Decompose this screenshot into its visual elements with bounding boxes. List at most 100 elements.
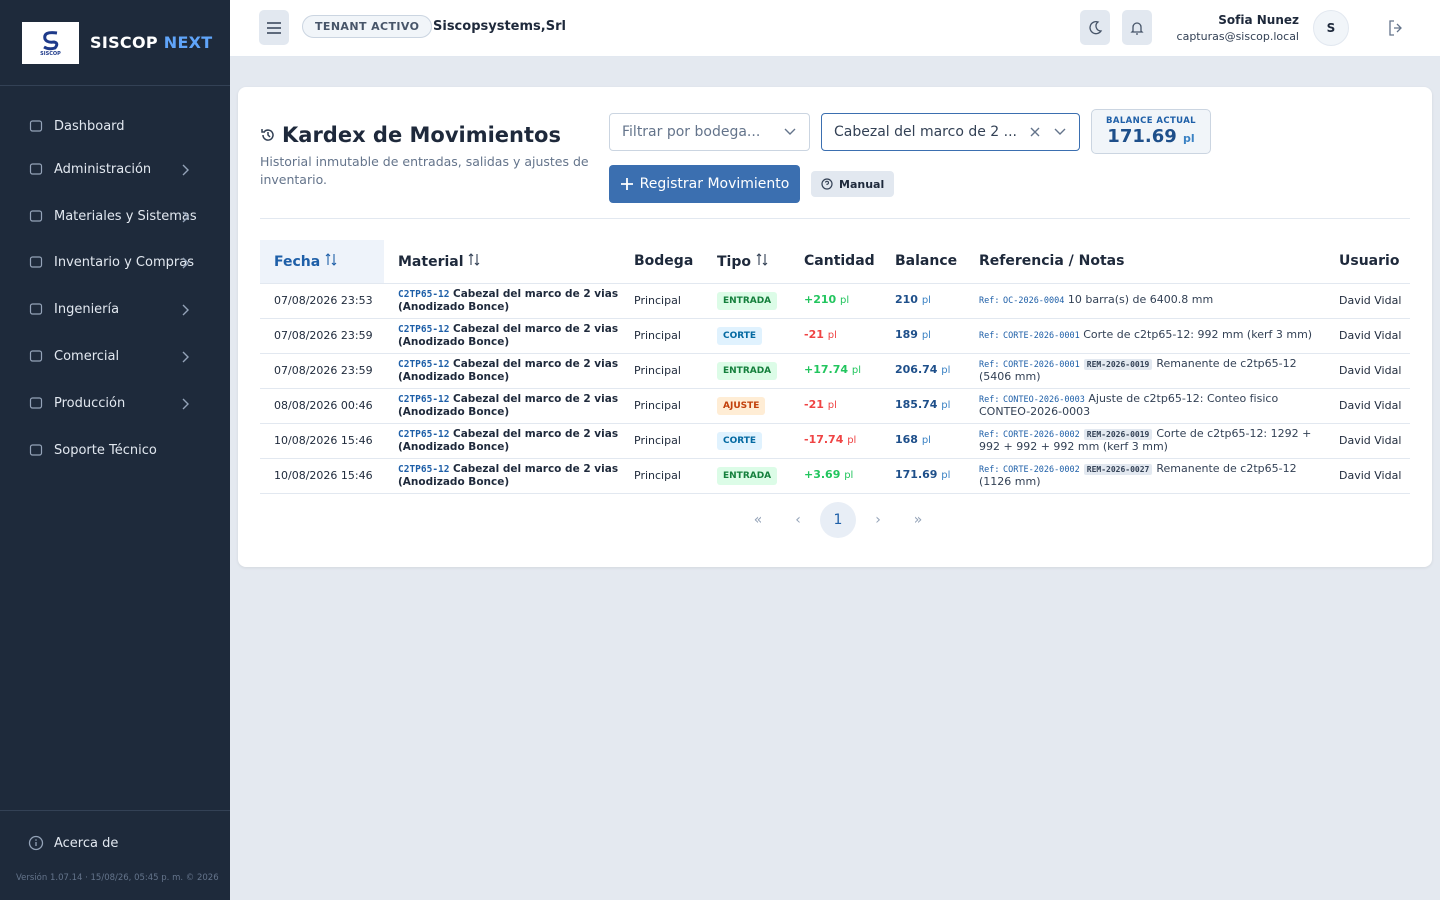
header-label: Fecha (274, 253, 321, 270)
balance-unit: pl (1183, 132, 1195, 145)
material-name: Cabezal del marco de 2 vias (Anodizado B… (398, 323, 619, 348)
nav-item[interactable]: Materiales y Sistemas (28, 208, 203, 224)
tenant-badge: TENANT ACTIVO (302, 15, 433, 38)
user-email: capturas@siscop.local (1176, 30, 1299, 43)
column-header[interactable]: Material (384, 240, 620, 284)
fecha: 07/08/2026 23:53 (260, 283, 384, 319)
column-header: Balance (881, 240, 965, 284)
balance-value: 171.69 pl (1092, 126, 1210, 147)
tipo-badge: AJUSTE (717, 396, 766, 415)
sort-icon (469, 252, 480, 266)
unit: pl (844, 470, 854, 481)
chevron-right (182, 164, 189, 176)
bell-icon (1130, 21, 1144, 35)
nav-icon (29, 163, 43, 175)
current-page[interactable]: 1 (820, 502, 856, 538)
cantidad-value: +210 (804, 293, 837, 306)
nav-icon (29, 303, 43, 315)
balance-value: 206.74 (895, 363, 938, 376)
about-link[interactable]: Acerca de (28, 835, 118, 851)
prev-page[interactable]: ‹ (795, 512, 801, 528)
nav-icon (29, 256, 43, 268)
unit: pl (941, 400, 951, 411)
avatar[interactable]: S (1313, 10, 1349, 46)
logo: SISCOP (22, 21, 79, 64)
nav-item[interactable]: Administración (28, 161, 203, 177)
next-page[interactable]: › (875, 512, 881, 528)
brand[interactable]: SISCOP SISCOP NEXT (0, 0, 230, 86)
material: C2TP65-12 Cabezal del marco de 2 vias (A… (384, 283, 620, 319)
nav-item[interactable]: Producción (28, 395, 203, 411)
nav-item[interactable]: Dashboard (28, 118, 203, 134)
sidebar: SISCOP SISCOP NEXT Dashboard Administraci… (0, 0, 230, 900)
unit: pl (941, 365, 951, 376)
menu-icon (267, 21, 281, 34)
usuario: David Vidal (1325, 283, 1410, 319)
referencia: Ref: CORTE-2026-0002 REM-2026-0027 Remanen… (965, 458, 1325, 494)
chevron-right (182, 398, 189, 410)
notifications-button[interactable] (1122, 10, 1152, 45)
last-page[interactable]: » (913, 512, 923, 528)
tipo: ENTRADA (703, 353, 790, 389)
ref-code: OC-2026-0004 (1002, 296, 1065, 306)
unit: pl (847, 435, 857, 446)
clear-icon[interactable] (1029, 126, 1041, 138)
nav-item[interactable]: Comercial (28, 348, 203, 364)
column-header[interactable]: Tipo (703, 240, 790, 284)
notes: Corte de c2tp65-12: 992 mm (kerf 3 mm) (1083, 328, 1313, 341)
material-code: C2TP65-12 (398, 289, 450, 300)
user-name: Sofia Nunez (1218, 13, 1299, 27)
notes: Ajuste de c2tp65-12: Conteo fisico CONTE… (979, 392, 1279, 418)
ref-prefix: Ref: (979, 296, 1000, 306)
bodega: Principal (620, 388, 703, 424)
nav-icon (29, 350, 43, 362)
register-button[interactable]: Registrar Movimiento (609, 165, 800, 203)
logo-text: SISCOP (40, 50, 61, 57)
about-icon (28, 835, 44, 851)
balance: 206.74 pl (881, 353, 965, 389)
bodega: Principal (620, 353, 703, 389)
separator (260, 218, 1410, 219)
tipo-badge: CORTE (717, 326, 763, 345)
tipo-badge: ENTRADA (717, 361, 778, 380)
logout-button[interactable] (1387, 19, 1405, 37)
bodega: Principal (620, 318, 703, 354)
nav-item[interactable]: Soporte Técnico (28, 442, 203, 458)
first-page[interactable]: « (753, 512, 763, 528)
logo-mark (42, 30, 58, 50)
column-header: Referencia / Notas (965, 240, 1325, 284)
cantidad: -21 pl (790, 318, 881, 354)
theme-button[interactable] (1080, 10, 1110, 45)
table-body: 07/08/2026 23:53 C2TP65-12 Cabezal del ma… (260, 283, 1410, 494)
fecha: 07/08/2026 23:59 (260, 353, 384, 389)
bodega: Principal (620, 423, 703, 459)
sidebar-footer: Acerca de Versión 1.07.14 · 15/08/26, 05… (0, 810, 230, 900)
chevron-right (182, 351, 189, 363)
ref-code: CORTE-2026-0002 (1002, 430, 1080, 440)
material-name: Cabezal del marco de 2 vias (Anodizado B… (398, 358, 619, 383)
table-row: 10/08/2026 15:46 C2TP65-12 Cabezal del ma… (260, 423, 1410, 459)
nav-item[interactable]: Inventario y Compras (28, 254, 203, 270)
column-header[interactable]: Fecha (260, 240, 384, 284)
nav-label: Administración (54, 161, 152, 177)
brand-accent: NEXT (163, 33, 213, 52)
material-name: Cabezal del marco de 2 vias (Anodizado B… (398, 428, 619, 453)
material-code: C2TP65-12 (398, 394, 450, 405)
ref-tag: REM-2026-0019 (1083, 359, 1153, 370)
material-select[interactable]: Cabezal del marco de 2 ... (821, 113, 1080, 151)
balance: 210 pl (881, 283, 965, 319)
menu-button[interactable] (259, 10, 289, 45)
nav-item[interactable]: Ingeniería (28, 301, 203, 317)
ref-code: CORTE-2026-0001 (1002, 360, 1080, 370)
material-name: Cabezal del marco de 2 vias (Anodizado B… (398, 288, 619, 313)
referencia: Ref: CORTE-2026-0002 REM-2026-0019 Corte d… (965, 423, 1325, 459)
table-row: 10/08/2026 15:46 C2TP65-12 Cabezal del ma… (260, 458, 1410, 494)
warehouse-filter[interactable]: Filtrar por bodega... (609, 113, 810, 151)
history-icon (261, 129, 274, 141)
unit: pl (840, 295, 850, 306)
unit: pl (941, 470, 951, 481)
cantidad-value: +3.69 (804, 468, 841, 481)
manual-button[interactable]: Manual (811, 171, 895, 197)
table-row: 07/08/2026 23:53 C2TP65-12 Cabezal del ma… (260, 283, 1410, 319)
